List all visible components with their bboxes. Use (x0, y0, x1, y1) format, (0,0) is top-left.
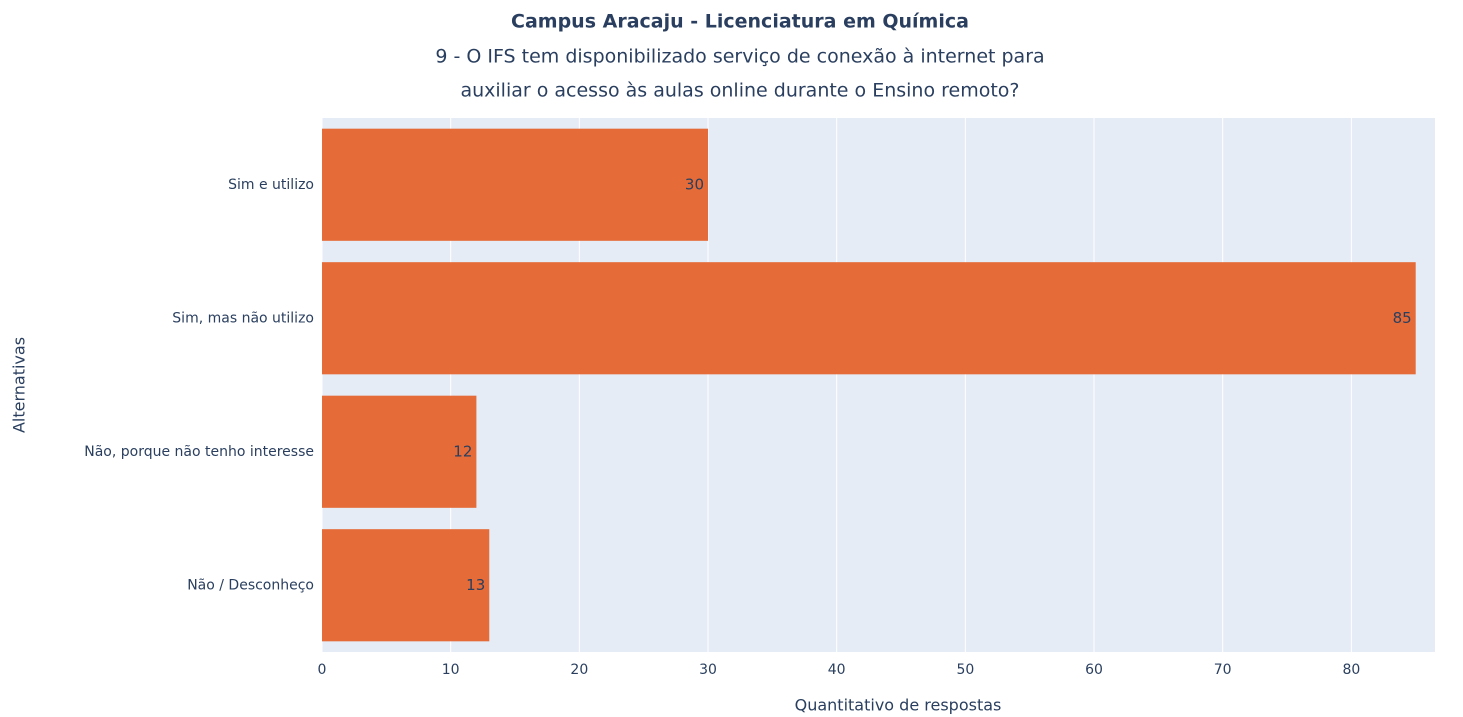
chart-title: Campus Aracaju - Licenciatura em Química (511, 11, 969, 33)
chart-subtitle: auxiliar o acesso às aulas online durant… (460, 80, 1019, 102)
bar (322, 529, 490, 642)
y-tick-label: Sim, mas não utilizo (172, 310, 314, 326)
data-label: 30 (685, 175, 704, 193)
x-tick-label: 40 (828, 662, 846, 678)
bar (322, 395, 477, 508)
y-axis-title: Alternativas (10, 337, 29, 433)
chart-subtitle: 9 - O IFS tem disponibilizado serviço de… (435, 46, 1044, 68)
bar (322, 262, 1416, 375)
x-tick-label: 20 (570, 662, 588, 678)
y-tick-label: Não / Desconheço (187, 577, 314, 593)
x-tick-label: 10 (442, 662, 460, 678)
bar (322, 128, 709, 241)
x-axis-title: Quantitativo de respostas (795, 696, 1002, 715)
x-tick-label: 70 (1214, 662, 1232, 678)
y-tick-label: Não, porque não tenho interesse (84, 444, 314, 460)
x-tick-label: 80 (1342, 662, 1360, 678)
x-tick-label: 60 (1085, 662, 1103, 678)
data-label: 13 (466, 576, 485, 594)
x-tick-label: 50 (956, 662, 974, 678)
data-label: 12 (453, 442, 472, 460)
x-tick-label: 30 (699, 662, 717, 678)
data-label: 85 (1393, 309, 1412, 327)
y-tick-label: Sim e utilizo (228, 177, 314, 193)
x-tick-label: 0 (318, 662, 327, 678)
